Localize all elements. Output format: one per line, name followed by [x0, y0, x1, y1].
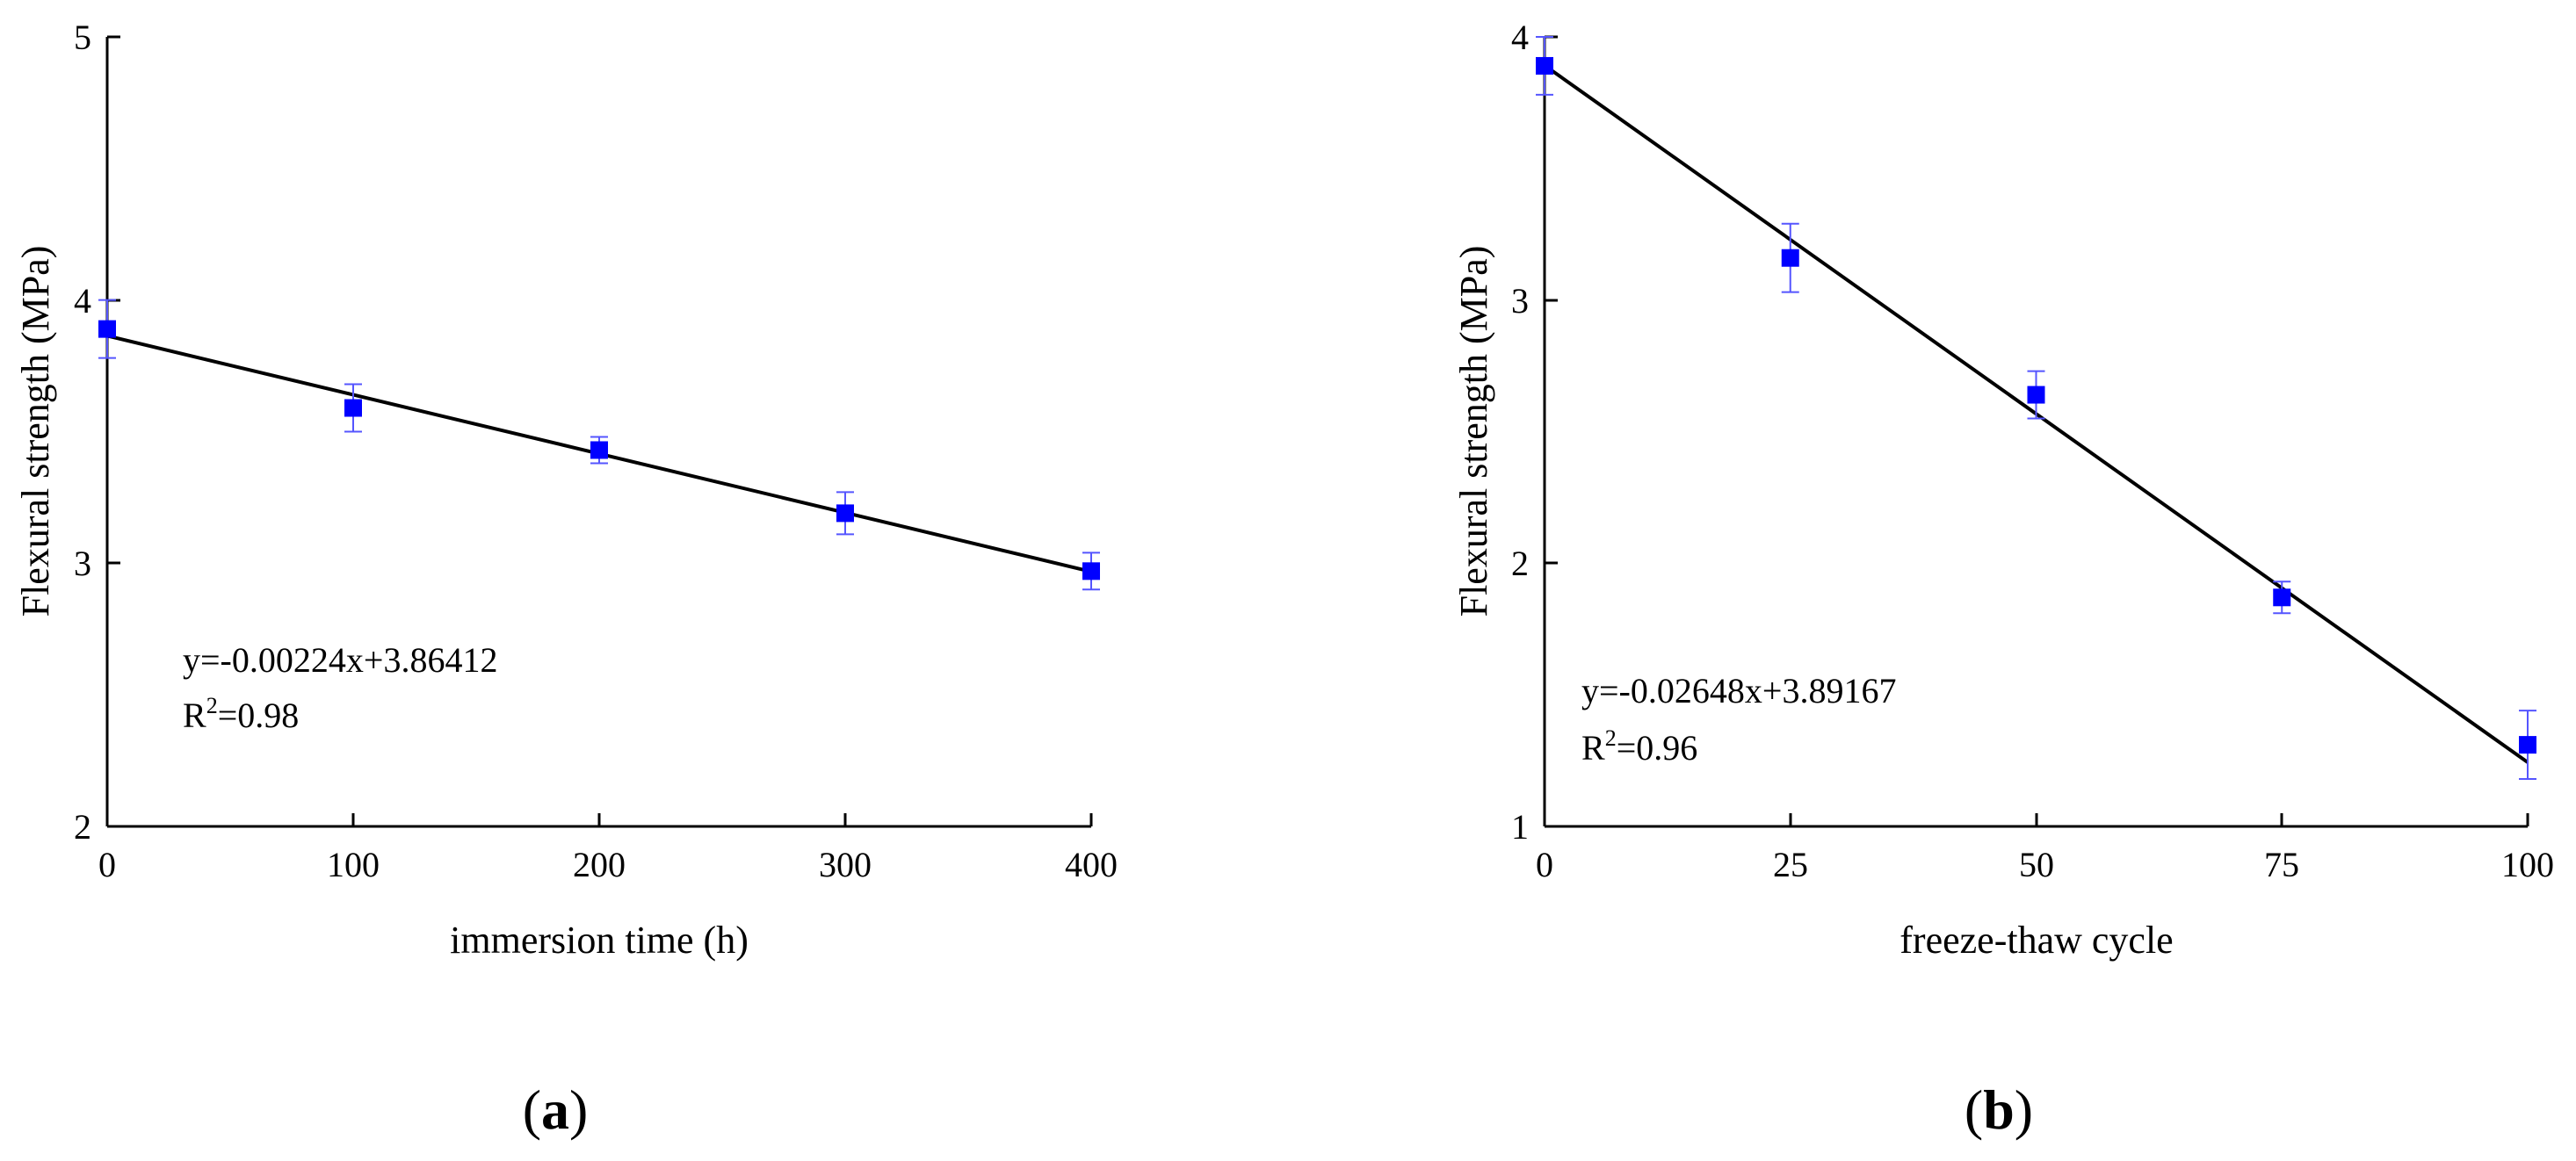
data-point	[1536, 56, 1553, 75]
data-marks-a	[98, 299, 1100, 591]
y-axis-title: Flexural strength (MPa)	[14, 246, 57, 617]
y-ticks-b	[1545, 35, 1558, 828]
x-tick-label: 400	[1065, 845, 1118, 884]
x-tick-label: 0	[98, 845, 116, 884]
x-tick-label: 75	[2264, 845, 2299, 884]
x-tick-label: 100	[327, 845, 380, 884]
panel-label-b: (b)	[1965, 1078, 2033, 1141]
data-marks-b	[1536, 36, 2536, 781]
y-tick-label: 2	[74, 807, 91, 847]
x-tick-label: 0	[1536, 845, 1553, 884]
x-tick-label: 25	[1773, 845, 1808, 884]
x-tick-label: 50	[2019, 845, 2054, 884]
y-tick-label: 5	[74, 18, 91, 57]
data-point	[590, 441, 608, 459]
data-point	[2273, 588, 2291, 607]
fit-equation: y=-0.00224x+3.86412	[183, 640, 497, 680]
fit-equation: y=-0.02648x+3.89167	[1581, 671, 1896, 710]
r-squared: R2=0.98	[183, 693, 299, 735]
data-point	[836, 504, 854, 523]
chart-a: 2 3 4 5 0 100 200 300 400 immersion time…	[14, 18, 1118, 1141]
chart-b: 1 2 3 4 0 25 50 75 100 freeze-thaw cycle…	[1452, 18, 2554, 1141]
data-point	[98, 320, 116, 338]
y-tick-label: 4	[1511, 18, 1529, 57]
x-tick-label: 300	[819, 845, 872, 884]
y-tick-label: 1	[1511, 807, 1529, 847]
y-ticks-a	[107, 35, 120, 828]
y-tick-label: 2	[1511, 544, 1529, 583]
x-ticks-a	[105, 813, 1093, 826]
data-point	[1781, 249, 1799, 267]
y-tick-label: 3	[1511, 281, 1529, 321]
data-point	[2027, 386, 2045, 404]
data-point	[2519, 736, 2536, 754]
y-axis-title: Flexural strength (MPa)	[1452, 246, 1495, 617]
x-ticks-b	[1543, 813, 2529, 826]
x-axis-title: freeze-thaw cycle	[1899, 919, 2173, 962]
panel-label-a: (a)	[523, 1078, 589, 1141]
x-tick-label: 100	[2501, 845, 2554, 884]
x-tick-label: 200	[573, 845, 626, 884]
data-point	[1082, 562, 1100, 580]
r-squared: R2=0.96	[1581, 725, 1697, 768]
y-tick-label: 3	[74, 544, 91, 583]
y-tick-label: 4	[74, 281, 91, 321]
x-axis-title: immersion time (h)	[450, 919, 749, 962]
data-point	[344, 399, 362, 417]
